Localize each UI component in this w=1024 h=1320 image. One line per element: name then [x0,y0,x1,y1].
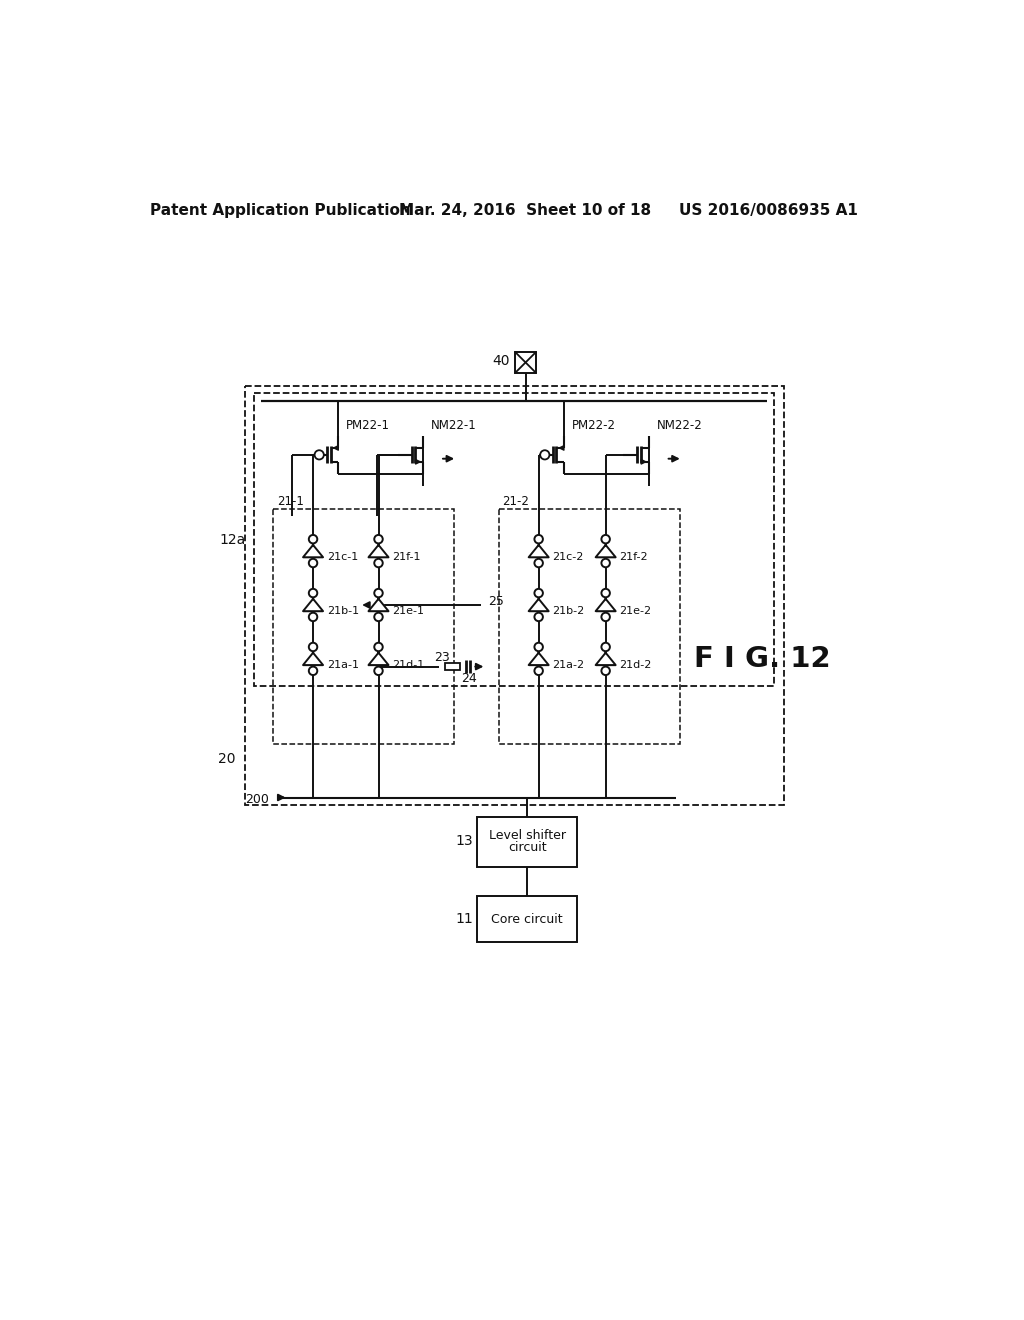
Circle shape [535,558,543,568]
Circle shape [601,589,610,597]
Circle shape [314,450,324,459]
Circle shape [309,558,317,568]
Text: 21b-2: 21b-2 [553,606,585,616]
Text: 40: 40 [493,354,510,368]
Bar [254,393,774,686]
Polygon shape [596,653,615,665]
Text: 21a-2: 21a-2 [553,660,585,671]
Circle shape [601,535,610,544]
Circle shape [374,558,383,568]
Circle shape [601,643,610,651]
Circle shape [374,643,383,651]
Circle shape [374,589,383,597]
Polygon shape [528,599,549,611]
Polygon shape [369,653,388,665]
Text: 21-1: 21-1 [276,495,304,508]
Text: NM22-1: NM22-1 [431,418,476,432]
Bar [515,351,537,374]
Circle shape [535,612,543,622]
Circle shape [374,667,383,675]
Bar [245,385,783,805]
Text: 20: 20 [218,752,236,766]
Text: 21c-1: 21c-1 [327,552,358,562]
Polygon shape [596,599,615,611]
Text: 21a-1: 21a-1 [327,660,358,671]
Circle shape [309,589,317,597]
Circle shape [541,450,550,459]
Polygon shape [596,545,615,557]
Circle shape [535,643,543,651]
Circle shape [309,535,317,544]
Text: NM22-2: NM22-2 [656,418,702,432]
Text: 21f-2: 21f-2 [620,552,648,562]
Text: 21e-1: 21e-1 [392,606,424,616]
Bar [477,817,578,867]
Circle shape [601,558,610,568]
Polygon shape [303,545,323,557]
Text: PM22-1: PM22-1 [346,418,390,432]
Polygon shape [303,653,323,665]
Circle shape [601,667,610,675]
Polygon shape [369,545,388,557]
Text: PM22-2: PM22-2 [571,418,615,432]
Text: 21-2: 21-2 [503,495,529,508]
Text: 21d-1: 21d-1 [392,660,425,671]
Text: 21b-1: 21b-1 [327,606,359,616]
Bar [273,508,454,743]
Bar [477,896,578,942]
Text: 12a: 12a [220,532,246,546]
Circle shape [535,667,543,675]
Polygon shape [303,599,323,611]
Text: 21d-2: 21d-2 [620,660,652,671]
Text: 25: 25 [488,595,505,609]
Circle shape [374,535,383,544]
Polygon shape [528,653,549,665]
Text: Core circuit: Core circuit [492,912,563,925]
Text: 21e-2: 21e-2 [620,606,651,616]
Text: 23: 23 [434,651,450,664]
Polygon shape [528,545,549,557]
Text: 21f-1: 21f-1 [392,552,421,562]
Polygon shape [369,599,388,611]
Bar [444,663,460,671]
Text: circuit: circuit [508,841,547,854]
Text: 11: 11 [456,912,473,927]
Circle shape [309,667,317,675]
Text: Level shifter: Level shifter [488,829,565,842]
Text: 24: 24 [462,672,477,685]
Circle shape [535,535,543,544]
Circle shape [374,612,383,622]
Circle shape [601,612,610,622]
Text: F I G. 12: F I G. 12 [693,645,830,673]
Text: 21c-2: 21c-2 [553,552,584,562]
Text: US 2016/0086935 A1: US 2016/0086935 A1 [679,203,857,218]
Circle shape [309,643,317,651]
Text: Patent Application Publication: Patent Application Publication [151,203,411,218]
Bar [499,508,680,743]
Text: Mar. 24, 2016  Sheet 10 of 18: Mar. 24, 2016 Sheet 10 of 18 [398,203,651,218]
Circle shape [309,612,317,622]
Text: 13: 13 [456,834,473,849]
Text: 200: 200 [246,792,269,805]
Circle shape [535,589,543,597]
